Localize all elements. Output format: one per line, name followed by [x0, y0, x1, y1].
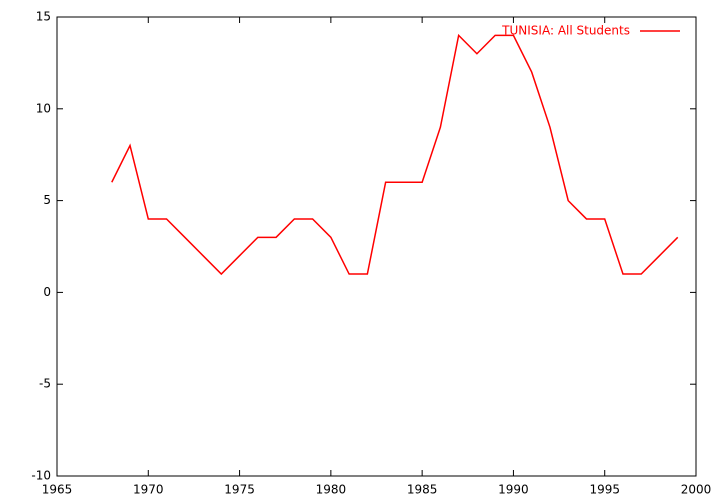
- x-tick-label: 2000: [681, 483, 712, 497]
- x-tick-label: 1990: [498, 483, 529, 497]
- y-tick-label: 0: [43, 285, 51, 299]
- y-tick-label: 15: [36, 10, 51, 24]
- y-tick-label: 10: [36, 101, 51, 115]
- x-tick-label: 1970: [133, 483, 164, 497]
- x-tick-label: 1985: [407, 483, 438, 497]
- y-tick-label: -10: [31, 469, 51, 483]
- data-line: [111, 33, 679, 276]
- x-tick-label: 1975: [224, 483, 255, 497]
- y-tick-label: -5: [39, 377, 51, 391]
- x-tick-label: 1980: [316, 483, 347, 497]
- x-tick-label: 1995: [589, 483, 620, 497]
- x-tick-label: 1965: [42, 483, 73, 497]
- plot-border: [56, 16, 697, 477]
- y-tick-label: 5: [43, 193, 51, 207]
- legend-label: TUNISIA: All Students: [501, 24, 630, 38]
